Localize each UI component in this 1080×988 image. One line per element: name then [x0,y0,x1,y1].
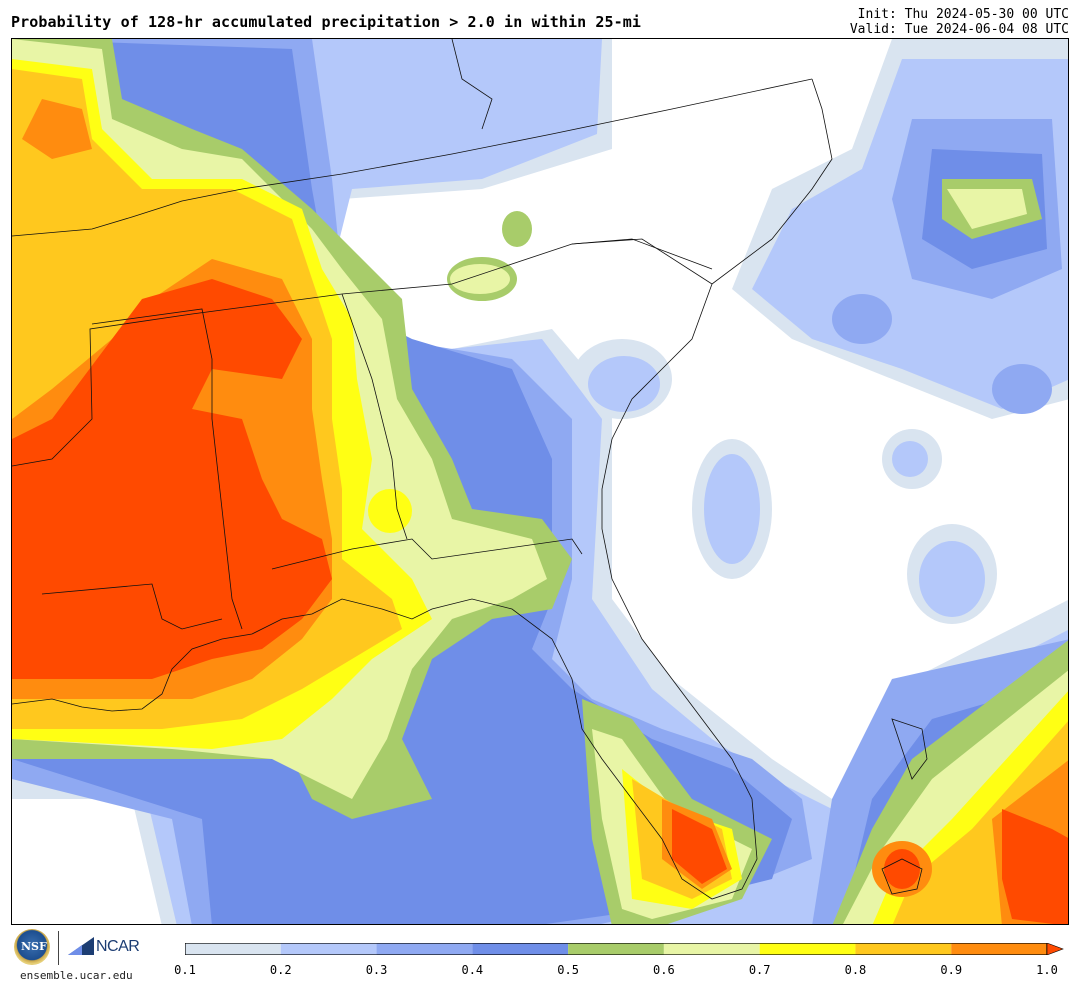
probability-map [11,38,1069,925]
valid-time: Valid: Tue 2024-06-04 08 UTC [849,22,1069,37]
colorbar-bin [951,943,1047,955]
init-time: Init: Thu 2024-05-30 00 UTC [857,7,1069,22]
ncar-logo-icon[interactable] [68,937,94,955]
footer-logos: NSF NCAR ensemble.ucar.edu [14,929,149,985]
colorbar-tick-label: 0.2 [269,963,292,977]
colorbar-tick-label: 0.5 [557,963,579,977]
colorbar-tick-label: 0.3 [365,963,388,977]
colorbar-tick-label: 0.7 [748,963,771,977]
colorbar-tick-label: 0.1 [174,963,196,977]
colorbar-bin [759,943,856,955]
run-times: Init: Thu 2024-05-30 00 UTC Valid: Tue 2… [850,7,1069,37]
colorbar-bin [185,943,281,955]
colorbar-extend-arrow [1046,943,1064,955]
prob-field-1.0 [12,279,1068,924]
colorbar-bin [663,943,760,955]
nsf-logo-text: NSF [21,940,47,953]
colorbar-tick-label: 0.9 [940,963,963,977]
colorbar-tick-label: 0.6 [653,963,675,977]
site-url[interactable]: ensemble.ucar.edu [20,969,133,982]
map-title: Probability of 128-hr accumulated precip… [11,13,642,31]
map-canvas [12,39,1068,924]
colorbar-bin [568,943,664,955]
colorbar-bin [855,943,952,955]
colorbar-bin [472,943,569,955]
colorbar-bin [376,943,473,955]
colorbar [185,943,1064,955]
coastline-and-borders [12,39,928,900]
colorbar-ticks: 0.1 0.2 0.3 0.4 0.5 0.6 0.7 0.8 0.9 1.0 [174,963,1065,977]
ncar-logo-text[interactable]: NCAR [96,938,140,955]
logo-divider [58,931,59,965]
colorbar-tick-label: 1.0 [1036,963,1058,977]
colorbar-bin [280,943,377,955]
nsf-logo-icon[interactable] [14,929,50,965]
colorbar-outline [185,943,1048,955]
colorbar-tick-label: 0.4 [461,963,484,977]
colorbar-tick-label: 0.8 [844,963,867,977]
